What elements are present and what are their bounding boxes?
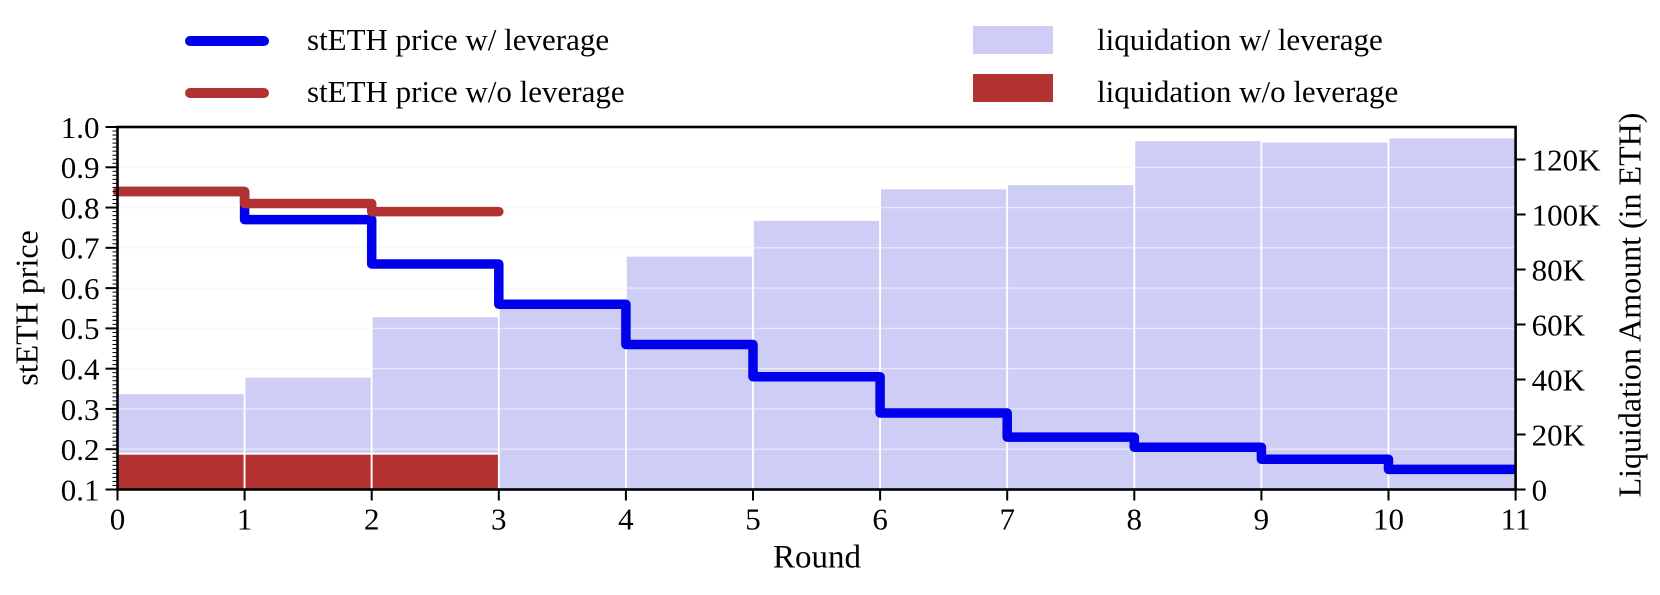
svg-text:0.9: 0.9 bbox=[61, 150, 100, 185]
svg-text:7: 7 bbox=[999, 502, 1015, 537]
svg-text:80K: 80K bbox=[1532, 252, 1586, 287]
legend-swatch-liquidation-without-leverage bbox=[973, 74, 1053, 102]
svg-text:0.3: 0.3 bbox=[61, 392, 100, 427]
legend-swatch-liquidation-with-leverage bbox=[973, 26, 1053, 54]
svg-text:11: 11 bbox=[1501, 502, 1531, 537]
svg-text:6: 6 bbox=[872, 502, 888, 537]
legend-swatch-steth-with-leverage bbox=[185, 36, 269, 46]
svg-text:0.5: 0.5 bbox=[61, 311, 100, 346]
svg-text:0: 0 bbox=[1532, 472, 1548, 507]
svg-text:1.0: 1.0 bbox=[61, 110, 100, 145]
legend-label-steth-without-leverage: stETH price w/o leverage bbox=[307, 74, 625, 109]
x-axis-ticks: 0 1 2 3 4 5 6 7 8 9 10 11 bbox=[110, 489, 1531, 537]
line-steth-price-with-leverage bbox=[117, 186, 1516, 475]
bars-liquidation-with-leverage bbox=[116, 136, 1517, 491]
y-axis-right-ticks: 0 20K 40K 60K 80K 100K 120K bbox=[1515, 142, 1602, 507]
legend-label-steth-with-leverage: stETH price w/ leverage bbox=[307, 22, 610, 57]
legend-swatch-steth-without-leverage bbox=[185, 88, 269, 98]
svg-text:60K: 60K bbox=[1532, 307, 1586, 342]
svg-text:0.8: 0.8 bbox=[61, 190, 100, 225]
gridlines-overlay bbox=[117, 166, 1516, 450]
svg-text:4: 4 bbox=[618, 502, 634, 537]
svg-text:120K: 120K bbox=[1532, 142, 1602, 177]
svg-text:2: 2 bbox=[364, 502, 380, 537]
svg-text:10: 10 bbox=[1373, 502, 1404, 537]
svg-text:0.4: 0.4 bbox=[61, 352, 100, 387]
svg-text:0.7: 0.7 bbox=[61, 231, 100, 266]
line-steth-price-without-leverage bbox=[112, 186, 504, 217]
svg-text:3: 3 bbox=[491, 502, 507, 537]
svg-text:0: 0 bbox=[110, 502, 126, 537]
bars-liquidation-without-leverage bbox=[116, 452, 500, 491]
legend-label-liquidation-without-leverage: liquidation w/o leverage bbox=[1097, 74, 1399, 109]
y-axis-left-ticks: 0.1 0.2 0.3 0.4 0.5 0.6 0.7 0.8 0.9 1.0 bbox=[61, 110, 118, 507]
legend-label-liquidation-with-leverage: liquidation w/ leverage bbox=[1097, 22, 1383, 57]
svg-text:40K: 40K bbox=[1532, 362, 1586, 397]
svg-text:20K: 20K bbox=[1532, 417, 1586, 452]
svg-text:0.1: 0.1 bbox=[61, 472, 100, 507]
svg-text:5: 5 bbox=[745, 502, 761, 537]
svg-text:8: 8 bbox=[1127, 502, 1143, 537]
svg-text:9: 9 bbox=[1254, 502, 1270, 537]
svg-text:0.6: 0.6 bbox=[61, 271, 100, 306]
svg-text:0.2: 0.2 bbox=[61, 432, 100, 467]
svg-text:1: 1 bbox=[237, 502, 253, 537]
svg-text:100K: 100K bbox=[1532, 197, 1602, 232]
